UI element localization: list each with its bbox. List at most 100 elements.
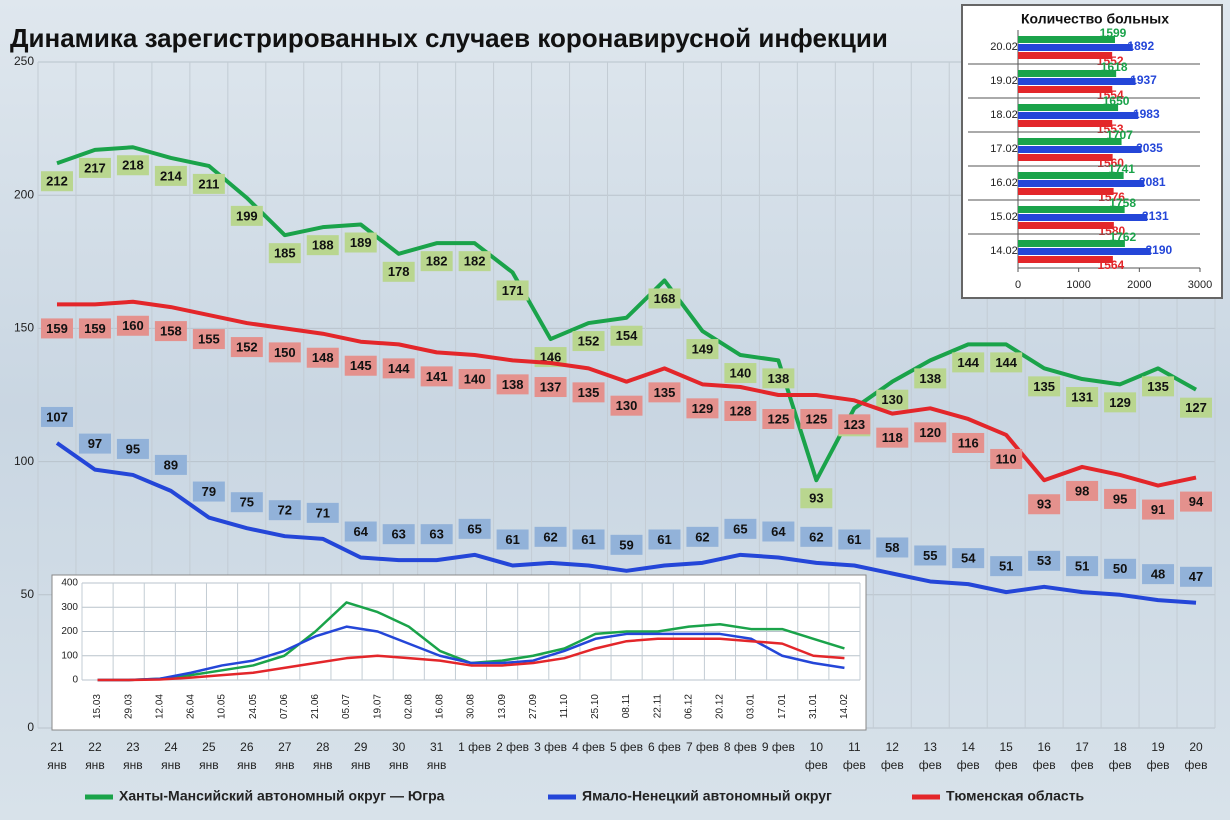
x-tick-label: 2 фев — [496, 740, 529, 754]
x-tick-label: 02.08 — [403, 694, 414, 719]
data-label: 94 — [1189, 494, 1204, 509]
data-label: 72 — [278, 503, 292, 518]
data-label-box — [78, 433, 111, 454]
x-tick-label: 19.07 — [372, 694, 383, 719]
data-label: 144 — [388, 361, 410, 376]
data-label: 129 — [692, 401, 714, 416]
data-label: 1554 — [1097, 88, 1124, 102]
data-label: 152 — [578, 334, 600, 349]
bar — [1018, 188, 1114, 195]
data-label: 62 — [695, 529, 709, 544]
x-tick-label: 25.10 — [590, 694, 601, 719]
data-label: 1552 — [1097, 54, 1124, 68]
x-tick-label: 10 — [810, 740, 824, 754]
data-label-box — [1142, 564, 1175, 585]
data-label: 214 — [160, 168, 182, 183]
data-label-box — [344, 521, 377, 542]
x-tick-label: фев — [1033, 758, 1056, 772]
x-tick-label: янв — [123, 758, 143, 772]
bar — [1018, 154, 1113, 161]
x-tick-label: 20 — [1189, 740, 1203, 754]
data-label: 212 — [46, 174, 68, 189]
data-label-box — [838, 414, 871, 435]
bar — [1018, 104, 1119, 111]
data-label: 1580 — [1099, 224, 1126, 238]
x-tick-label: янв — [389, 758, 409, 772]
y-tick-label: 100 — [61, 650, 78, 661]
data-label-box — [382, 524, 415, 545]
x-tick-label: 6 фев — [648, 740, 681, 754]
data-label-box — [572, 331, 605, 352]
data-label: 145 — [350, 358, 372, 373]
bar — [1018, 248, 1151, 255]
data-label-box — [648, 288, 681, 309]
x-tick-label: 31.01 — [808, 694, 819, 719]
inset-title: Количество больных — [1021, 11, 1169, 27]
x-tick-label: янв — [427, 758, 447, 772]
data-label-box — [268, 500, 301, 521]
x-tick-label: 5 фев — [610, 740, 643, 754]
x-tick-label: янв — [313, 758, 333, 772]
x-tick-label: 15 — [999, 740, 1013, 754]
bar — [1018, 256, 1113, 263]
data-label-box — [40, 318, 73, 339]
x-tick-label: 21 — [50, 740, 64, 754]
x-tick-label: фев — [843, 758, 866, 772]
data-label: 51 — [999, 559, 1013, 574]
data-label: 130 — [616, 398, 638, 413]
x-tick-label: 30 — [392, 740, 406, 754]
x-tick-label: 24.05 — [248, 694, 259, 719]
x-tick-label: 22.11 — [652, 694, 663, 719]
x-tick-label: фев — [957, 758, 980, 772]
bar — [1018, 206, 1125, 213]
data-label: 79 — [202, 484, 216, 499]
data-label-box — [610, 325, 643, 346]
data-label-box — [1104, 392, 1137, 413]
data-label: 54 — [961, 551, 976, 566]
data-label-box — [648, 529, 681, 550]
data-label: 59 — [619, 537, 633, 552]
data-label-box — [192, 173, 225, 194]
data-label-box — [990, 448, 1023, 469]
x-tick-label: 16 — [1037, 740, 1051, 754]
data-label-box — [306, 502, 339, 523]
series-line — [55, 441, 1197, 605]
data-label: 61 — [581, 532, 595, 547]
data-label-box — [686, 526, 719, 547]
data-label: 125 — [768, 411, 790, 426]
x-tick-label: 16.08 — [435, 694, 446, 719]
data-label-box — [914, 545, 947, 566]
x-tick-label: 3000 — [1188, 279, 1212, 291]
data-label: 116 — [958, 435, 979, 450]
x-tick-label: 11 — [848, 740, 861, 754]
x-tick-label: 26 — [240, 740, 254, 754]
data-label: 1741 — [1108, 162, 1135, 176]
data-label-box — [116, 315, 149, 336]
data-label: 152 — [236, 340, 258, 355]
data-label-box — [876, 389, 909, 410]
data-label-box — [78, 318, 111, 339]
x-tick-label: 12.04 — [154, 694, 165, 719]
data-label-box — [192, 329, 225, 350]
data-label-box — [268, 243, 301, 264]
data-label: 61 — [657, 532, 671, 547]
x-tick-label: 24 — [164, 740, 178, 754]
data-label: 137 — [540, 379, 562, 394]
data-label: 58 — [885, 540, 899, 555]
data-label: 129 — [1109, 395, 1131, 410]
data-label: 123 — [843, 417, 865, 432]
x-tick-label: 0 — [1015, 279, 1021, 291]
data-label-box — [496, 529, 529, 550]
data-label: 135 — [578, 385, 600, 400]
data-label-box — [1028, 550, 1061, 571]
x-tick-label: 7 фев — [686, 740, 719, 754]
x-tick-label: 15.03 — [92, 694, 103, 719]
legend-label: Тюменская область — [946, 788, 1085, 804]
data-label-box — [344, 355, 377, 376]
data-label-box — [800, 526, 833, 547]
data-label: 125 — [805, 411, 827, 426]
data-label-box — [1180, 566, 1213, 587]
x-tick-label: фев — [805, 758, 828, 772]
data-label-box — [1066, 556, 1099, 577]
data-label-box — [154, 454, 187, 475]
